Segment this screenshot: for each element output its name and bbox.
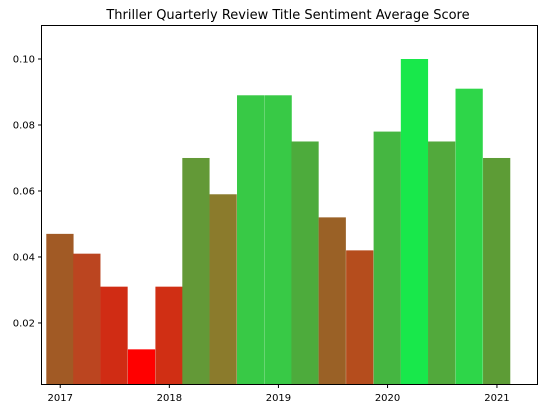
x-tick-label: 2019 bbox=[266, 393, 291, 404]
chart-title: Thriller Quarterly Review Title Sentimen… bbox=[105, 8, 469, 23]
bar-2020-09-30 bbox=[456, 89, 483, 384]
bar-2018-06-30 bbox=[210, 194, 237, 384]
bar-2017-06-30 bbox=[100, 287, 127, 384]
x-axis: 2017 2018 2019 2020 2021 bbox=[48, 384, 510, 404]
x-tick-label: 2021 bbox=[484, 393, 509, 404]
bar-2020-03-31 bbox=[401, 59, 428, 384]
bar-2017-09-30 bbox=[128, 349, 155, 384]
bar-2016-12-31 bbox=[46, 234, 73, 384]
bar-2017-03-31 bbox=[73, 254, 100, 384]
x-tick-label: 2017 bbox=[48, 393, 73, 404]
x-tick-label: 2018 bbox=[157, 393, 182, 404]
bar-2019-12-31 bbox=[374, 132, 401, 384]
bar-2017-12-31 bbox=[155, 287, 182, 384]
y-tick-label: 0.06 bbox=[13, 186, 35, 197]
y-tick-label: 0.10 bbox=[13, 54, 35, 65]
bars-group bbox=[46, 59, 510, 384]
bar-2019-03-31 bbox=[291, 141, 318, 384]
x-tick-label: 2020 bbox=[375, 393, 400, 404]
bar-2018-12-31 bbox=[265, 95, 292, 384]
y-tick-label: 0.08 bbox=[13, 120, 35, 131]
bar-2018-09-30 bbox=[237, 95, 264, 384]
y-tick-label: 0.04 bbox=[13, 252, 35, 263]
bar-2020-12-31 bbox=[483, 158, 510, 384]
y-tick-label: 0.02 bbox=[13, 318, 35, 329]
bar-2018-03-31 bbox=[182, 158, 209, 384]
bar-2019-06-30 bbox=[319, 217, 346, 384]
bar-2019-09-30 bbox=[346, 250, 373, 384]
y-axis: 0.02 0.04 0.06 0.08 0.10 bbox=[13, 54, 42, 329]
bar-2020-06-30 bbox=[428, 141, 455, 384]
